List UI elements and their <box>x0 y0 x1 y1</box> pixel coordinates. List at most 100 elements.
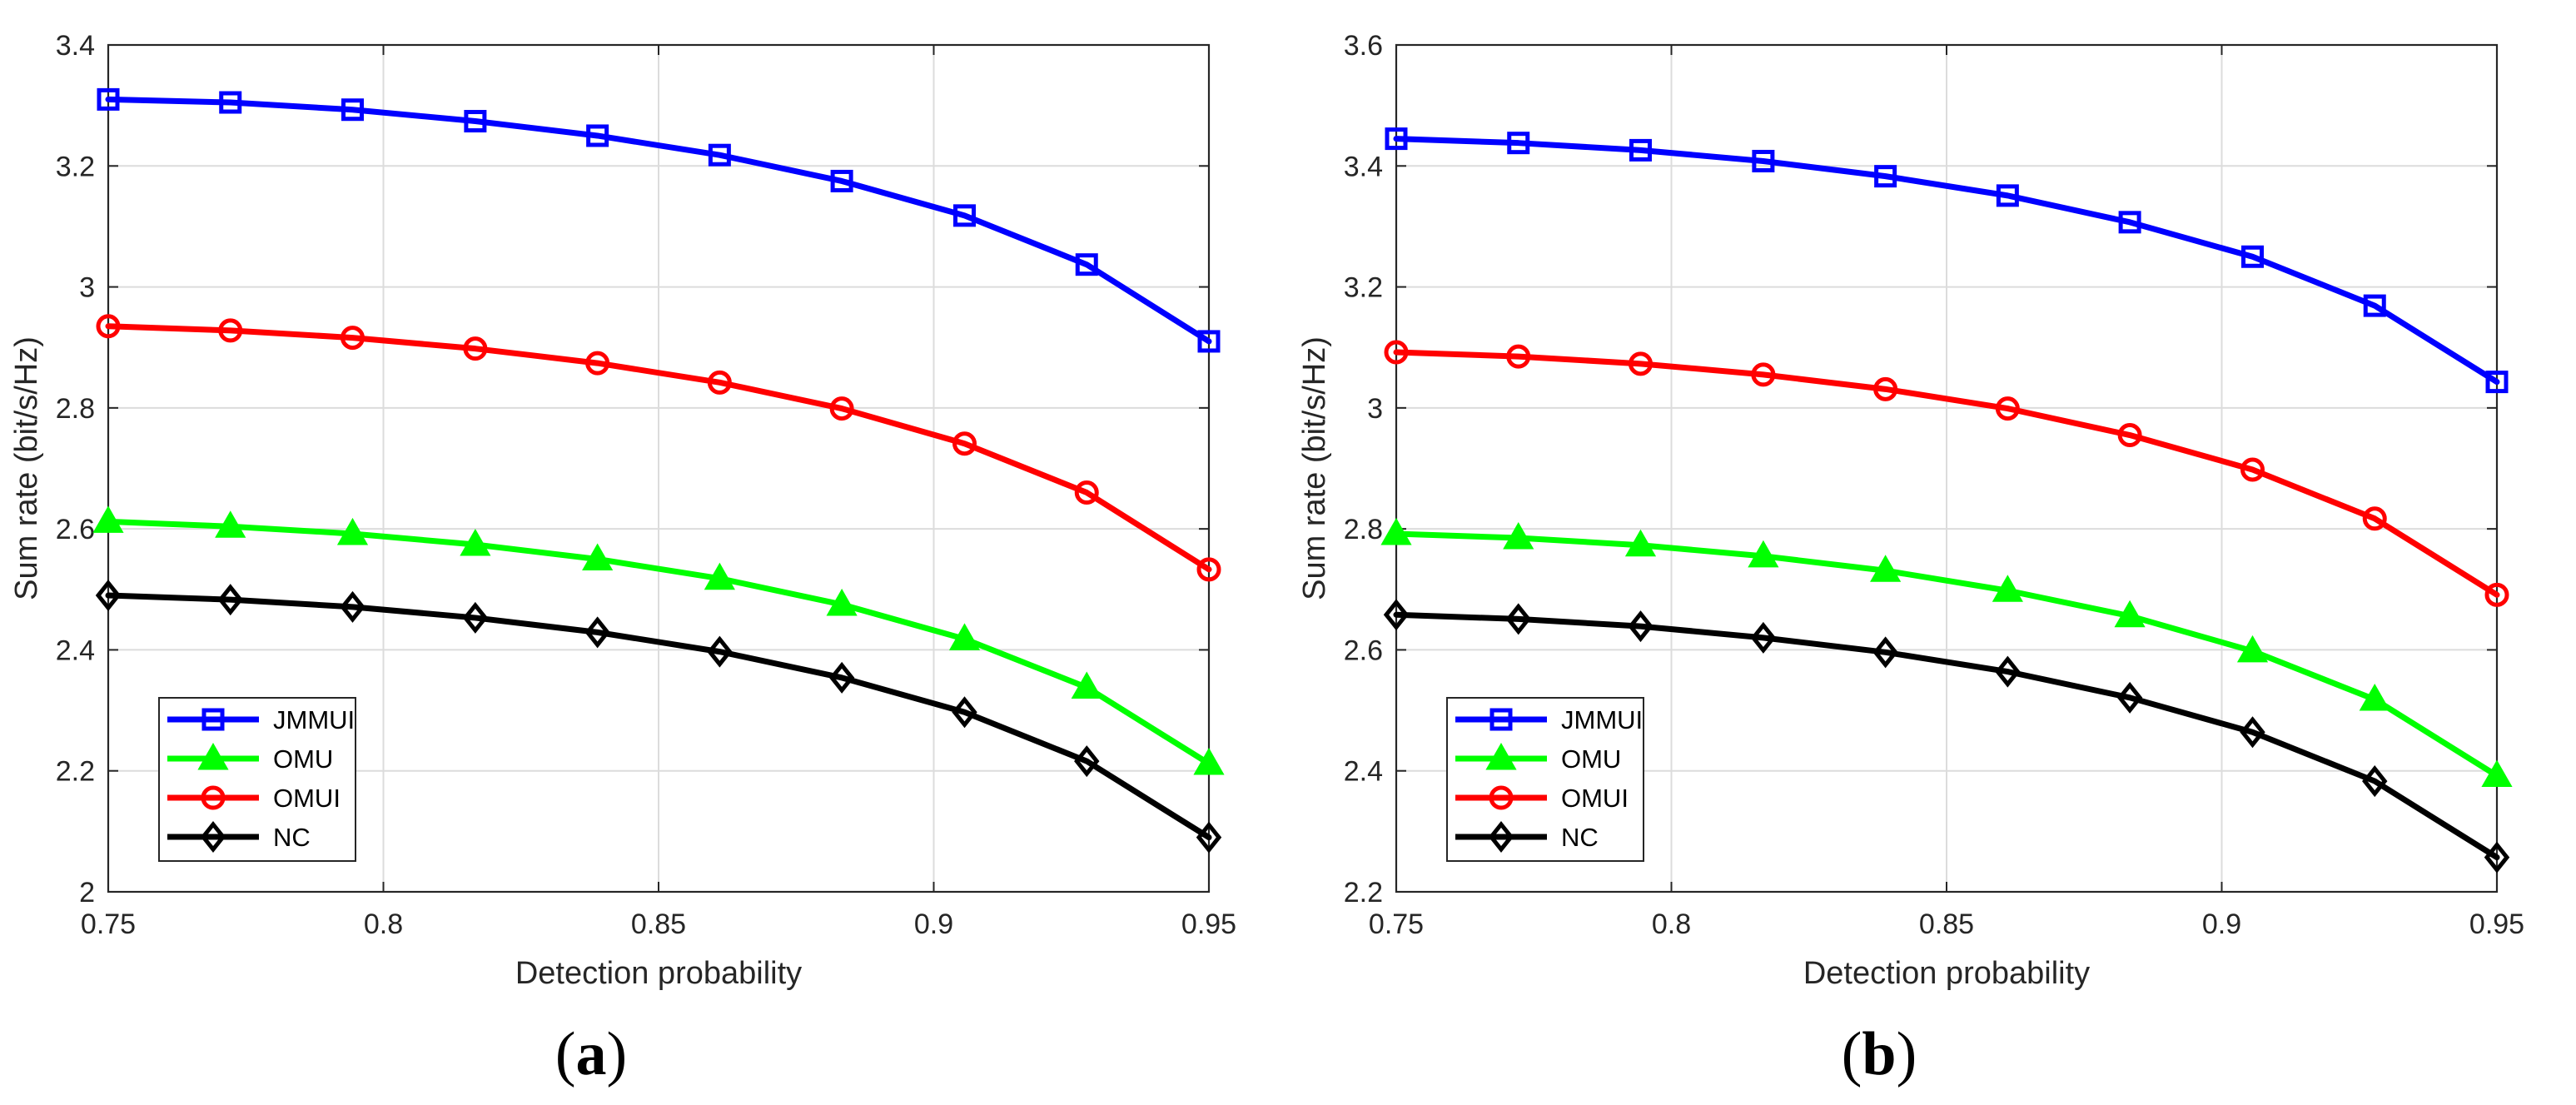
x-tick-label: 0.8 <box>1652 908 1691 940</box>
data-point-jmmui <box>586 124 609 147</box>
y-tick-label: 3 <box>79 272 95 304</box>
data-point-nc <box>1872 636 1898 669</box>
legend-item-nc: NC <box>167 820 311 854</box>
chart-panel-b: 0.75 0.8 0.85 0.9 0.95 2.2 2.4 2.6 2.8 3 3.2 3.4 3.6… <box>1288 0 2576 1105</box>
x-tick-label: 0.8 <box>364 908 403 940</box>
data-point-nc <box>462 601 489 634</box>
panel-caption: (a) <box>555 1020 627 1088</box>
legend-marker-jmmui <box>201 708 225 731</box>
data-point-omui <box>952 431 977 456</box>
data-point-omu <box>2236 635 2269 663</box>
data-point-jmmui <box>1629 138 1652 162</box>
data-point-omu <box>948 623 981 650</box>
caption-close-paren: ) <box>1897 1020 1917 1088</box>
caption-open-paren: ( <box>555 1020 576 1088</box>
data-point-nc <box>1074 745 1100 778</box>
data-point-nc <box>1383 599 1410 631</box>
data-point-omu <box>826 588 858 616</box>
series-line-omu <box>105 518 1212 767</box>
data-point-omui <box>1873 376 1898 401</box>
legend-item-nc: NC <box>1455 820 1599 854</box>
data-point-omui <box>1995 396 2020 421</box>
data-point-omui <box>2362 506 2387 531</box>
data-point-omui <box>829 396 854 421</box>
series-jmmui <box>97 87 1221 353</box>
y-tick-label: 3.2 <box>56 151 95 182</box>
data-point-omui <box>707 370 732 395</box>
legend-label-omui: OMUI <box>1561 784 1629 813</box>
data-point-nc <box>1196 821 1222 854</box>
data-point-nc <box>1628 610 1654 643</box>
data-point-nc <box>2116 681 2143 714</box>
data-point-omui <box>463 336 488 361</box>
legend-marker-nc <box>1488 820 1514 854</box>
data-point-omui <box>96 314 121 339</box>
data-point-omui <box>1751 362 1776 387</box>
x-tick-label: 0.9 <box>2202 908 2241 940</box>
legend-marker-omu <box>1485 742 1517 770</box>
chart-svg-b: 0.75 0.8 0.85 0.9 0.95 2.2 2.4 2.6 2.8 3 3.2 3.4 3.6… <box>1297 30 2524 1088</box>
data-point-nc <box>707 635 733 668</box>
data-point-jmmui <box>341 98 364 122</box>
x-tick-label: 0.9 <box>914 908 953 940</box>
data-point-omu <box>2481 759 2513 788</box>
data-point-omui <box>1628 351 1653 376</box>
legend-marker-omui <box>1489 785 1514 810</box>
data-point-jmmui <box>97 87 120 111</box>
series-line-nc <box>105 592 1212 841</box>
series-nc <box>1383 599 2510 874</box>
series-nc <box>95 580 1222 854</box>
data-point-omu <box>460 529 491 556</box>
data-point-nc <box>1505 603 1531 635</box>
data-point-omui <box>340 326 365 351</box>
data-point-omu <box>1870 555 1902 582</box>
legend-label-nc: NC <box>273 823 311 852</box>
data-point-jmmui <box>2118 211 2141 234</box>
data-point-jmmui <box>464 110 487 133</box>
data-point-jmmui <box>2241 245 2265 268</box>
caption-close-paren: ) <box>607 1020 628 1088</box>
legend-marker-omu <box>197 742 229 770</box>
data-point-jmmui <box>830 169 853 192</box>
caption-letter: b <box>1862 1020 1896 1088</box>
data-point-omui <box>218 318 243 343</box>
series-group <box>92 87 1225 854</box>
data-point-nc <box>952 696 977 729</box>
data-point-jmmui <box>219 91 242 114</box>
series-line-jmmui <box>1393 136 2500 386</box>
panel-caption: (b) <box>1842 1020 1917 1088</box>
x-tick-label: 0.85 <box>631 908 686 940</box>
axis-box <box>107 43 1211 893</box>
legend: JMMUI OMU OMUI NC <box>1446 697 1644 862</box>
y-tick-label: 2 <box>79 877 95 908</box>
y-axis-label: Sum rate (bit/s/Hz) <box>9 336 44 600</box>
data-point-omui <box>1384 340 1409 365</box>
data-point-jmmui <box>708 143 731 167</box>
data-point-omui <box>2240 457 2265 482</box>
x-tick-label: 0.85 <box>1919 908 1974 940</box>
x-axis-label: Detection probability <box>1803 956 2090 991</box>
y-tick-label: 2.6 <box>56 514 95 545</box>
data-point-omu <box>1748 540 1779 568</box>
ticks: 0.75 0.8 0.85 0.9 0.95 2.2 2.4 2.6 2.8 3 3.2 3.4 3.6 <box>1344 30 2524 940</box>
y-tick-label: 3.4 <box>1344 151 1383 182</box>
y-tick-label: 3.6 <box>1344 30 1383 62</box>
legend-box <box>1446 697 1644 862</box>
data-point-nc <box>2240 716 2265 749</box>
data-point-omui <box>1074 480 1099 505</box>
data-point-nc <box>584 616 610 649</box>
axis-box <box>1395 43 2499 893</box>
data-point-omui <box>1506 344 1531 369</box>
data-point-jmmui <box>1996 184 2019 207</box>
data-point-jmmui <box>1197 330 1221 353</box>
series-line-omui <box>1393 349 2500 598</box>
y-tick-label: 2.4 <box>56 635 95 666</box>
y-tick-label: 2.8 <box>56 393 95 425</box>
data-point-nc <box>95 580 122 612</box>
data-point-omui <box>585 351 610 376</box>
data-point-nc <box>340 590 366 623</box>
legend-marker-omui <box>201 785 226 810</box>
series-omu <box>1380 517 2513 788</box>
data-point-omu <box>1380 517 1412 545</box>
legend-label-omui: OMUI <box>273 784 341 813</box>
